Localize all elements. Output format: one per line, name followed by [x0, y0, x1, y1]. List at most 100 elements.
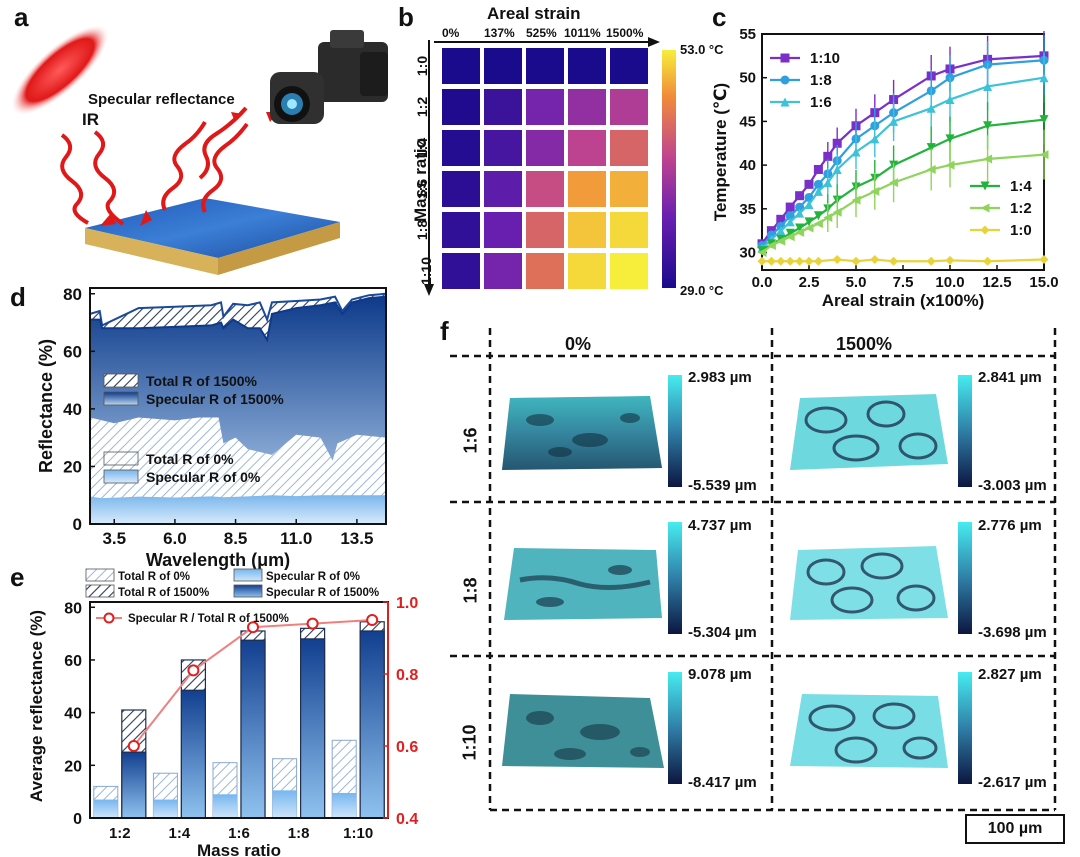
scale-1-6-0pct-max: 2.983 µm — [688, 369, 752, 386]
chart-e-bar-specular-1500 — [180, 689, 206, 819]
chart-e-legend-swatch — [233, 568, 263, 582]
chart-c-xtick-label: 15.0 — [1029, 274, 1058, 291]
chart-c-point — [870, 134, 880, 144]
chart-c-point — [983, 81, 993, 91]
chart-c-line — [761, 54, 1045, 245]
chart-c-point — [813, 211, 823, 221]
panel-c-letter: c — [712, 2, 727, 32]
chart-c-point — [823, 178, 833, 188]
heatmap-xtitle: Areal strain — [487, 4, 581, 23]
chart-c-point — [889, 178, 899, 188]
average-reflectance-bar-chart: 1:2 1:4 1:6 1:8 1:10 0 20 40 60 80 0.4 0.6 0.8 1.0 Mas… — [27, 568, 418, 857]
chart-d-xtick-label: 6.0 — [163, 529, 187, 548]
chart-c-point — [813, 164, 823, 174]
chart-c-point — [823, 213, 833, 223]
heatmap-col-label: 0% — [442, 26, 460, 40]
reflectance-spectrum-chart: 3.5 6.0 8.5 11.0 13.5 0 20 40 60 80 Wavelength (μm… — [36, 285, 387, 570]
chart-e-ratio-point — [187, 664, 200, 677]
chart-e-legend-swatch — [233, 584, 263, 598]
chart-c-point — [776, 256, 786, 266]
panel-f-col-1500pct: 1500% — [836, 334, 893, 354]
chart-c-point — [832, 164, 842, 174]
heatmap-cell — [610, 48, 648, 84]
chart-c-legend-label: 1:8 — [810, 72, 832, 89]
heatmap-y-arrow — [424, 40, 434, 296]
chart-e-ylabel: Average reflectance (%) — [27, 610, 46, 802]
heatmap-cell — [526, 171, 564, 207]
chart-d-xtick-label: 13.5 — [340, 529, 373, 548]
chart-e-bar-specular-0 — [153, 799, 178, 818]
heatmap-cell — [610, 253, 648, 289]
heatmap-row-label: 1:4 — [414, 137, 431, 159]
heatmap-column-labels: 0% 137% 525% 1011% 1500% — [442, 26, 654, 42]
chart-c-line — [761, 76, 1045, 249]
chart-d-ylabel: Reflectance (%) — [36, 339, 56, 473]
chart-d-legend-label: Total R of 1500% — [146, 373, 258, 389]
chart-c-point — [983, 121, 993, 131]
chart-c-point — [851, 147, 861, 157]
heatmap-cell — [484, 253, 522, 289]
heatmap-cell — [610, 212, 648, 248]
heatmap-cell — [484, 171, 522, 207]
heatmap-row-label: 1:10 — [418, 256, 435, 286]
chart-e-y2tick-label: 0.4 — [396, 811, 418, 828]
chart-c-point — [889, 116, 899, 126]
chart-d-ytick-label: 20 — [63, 457, 82, 476]
chart-c-xtick-label: 0.0 — [752, 274, 773, 291]
chart-c-ytick-label: 40 — [739, 157, 756, 174]
chart-d-legend-label: Specular R of 1500% — [146, 391, 284, 407]
heatmap-grid — [442, 48, 654, 294]
chart-d-xtick-label: 3.5 — [102, 529, 126, 548]
chart-c-point — [780, 53, 790, 63]
scale-1-6-1500pct-max: 2.841 µm — [978, 369, 1042, 386]
chart-c-point — [785, 256, 795, 266]
chart-c-line — [762, 258, 1045, 263]
chart-c-line — [761, 118, 1045, 252]
heatmap-row-labels: 1:0 1:2 1:4 1:6 1:8 1:10 — [412, 48, 440, 294]
panel-e-letter: e — [10, 562, 25, 592]
heatmap-cell — [484, 48, 522, 84]
chart-e-bar-specular-0 — [213, 794, 237, 818]
chart-d-legend-swatch — [103, 373, 139, 388]
chart-c-point — [785, 232, 795, 242]
surface-1-6-0pct — [502, 396, 662, 470]
chart-c-point — [766, 241, 776, 251]
heatmap-cell — [526, 89, 564, 125]
chart-e-ratio-point — [366, 614, 379, 626]
colorbar-1-10-0pct — [668, 672, 682, 784]
temperature-line-chart: 0.0 2.5 5.0 7.5 10.0 12.5 15.0 30 35 40 45 50 55 Area… — [711, 26, 1059, 310]
heatmap-cell — [484, 212, 522, 248]
heatmap-cell — [442, 171, 480, 207]
chart-e-legend-swatch — [85, 568, 115, 582]
chart-c-point — [757, 248, 767, 258]
chart-c-point — [945, 134, 955, 144]
heatmap-colorbar-max: 53.0 °C — [680, 42, 724, 57]
sample-slab-side — [85, 228, 218, 275]
chart-c-ylabel: Temperature (℃) — [711, 83, 730, 221]
heatmap-cell — [610, 130, 648, 166]
chart-c-series-1-6 — [757, 52, 1049, 253]
heatmap-colorbar-min: 29.0 °C — [680, 283, 724, 298]
chart-c-point — [926, 143, 936, 153]
chart-c-point — [766, 256, 776, 266]
chart-c-point — [1039, 115, 1049, 125]
chart-c-ytick-label: 30 — [739, 245, 756, 262]
chart-c-point — [823, 151, 833, 161]
heatmap-cell — [484, 130, 522, 166]
chart-c-point — [776, 226, 786, 236]
chart-c-series-1-0 — [757, 255, 1049, 266]
chart-c-point — [926, 164, 936, 174]
chart-c-point — [945, 160, 955, 170]
heatmap-cell — [610, 171, 648, 207]
panel-f-letter: f — [440, 316, 449, 346]
chart-e-legend-label: Total R of 1500% — [118, 587, 209, 599]
ir-source-disk — [11, 25, 109, 115]
chart-e-bar-specular-1500 — [121, 751, 147, 819]
heatmap-row-label: 1:2 — [414, 96, 431, 118]
chart-e-legend-label: Specular R / Total R of 1500% — [128, 613, 289, 625]
chart-c-point — [804, 223, 814, 233]
panel-a-letter: a — [14, 2, 29, 32]
chart-c-point — [980, 225, 990, 235]
chart-c-point — [785, 202, 795, 212]
chart-e-legend-label: Total R of 0% — [118, 571, 190, 583]
